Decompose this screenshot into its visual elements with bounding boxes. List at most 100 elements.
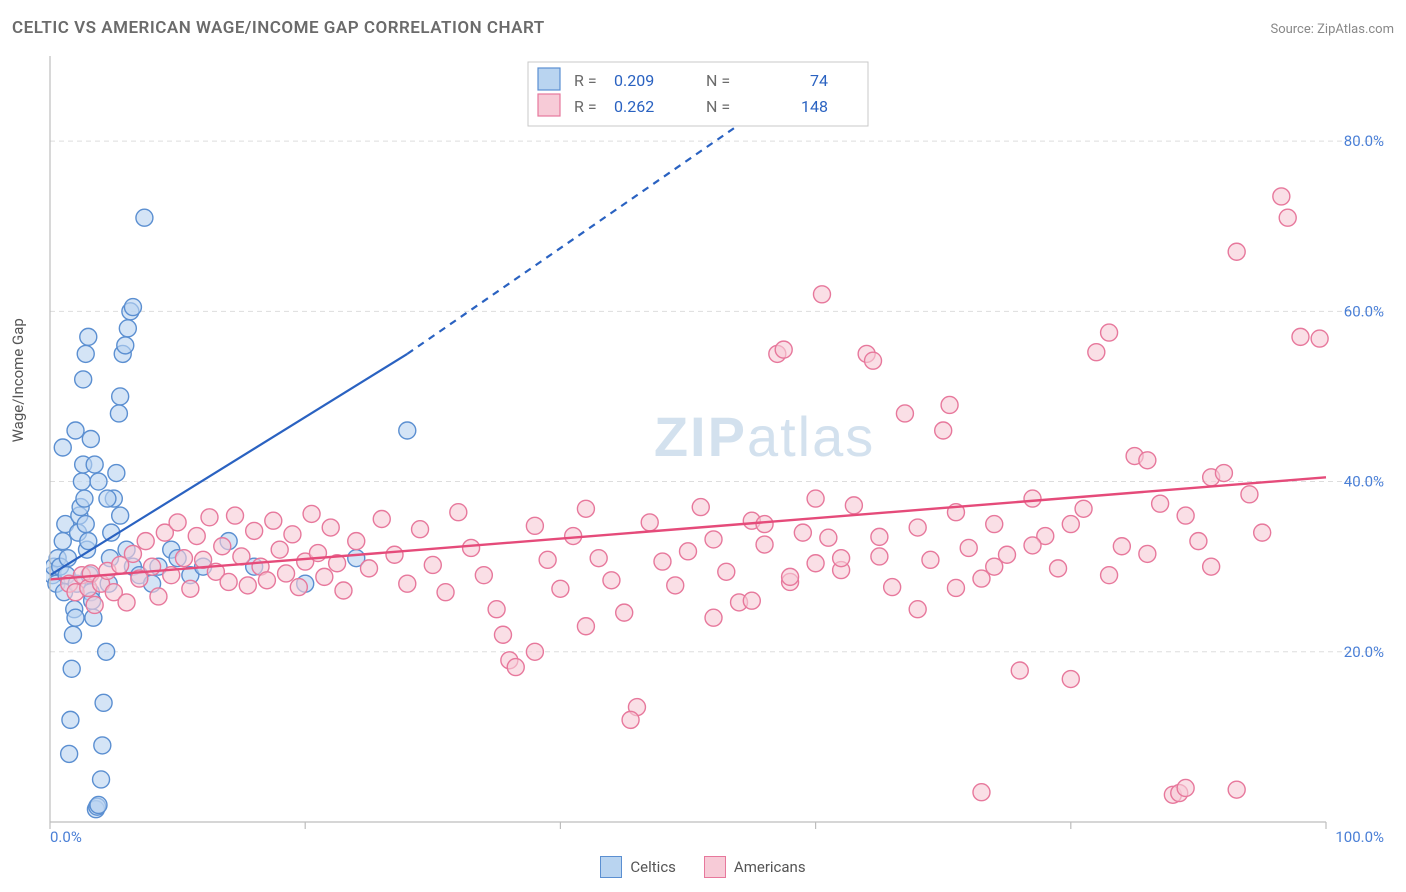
data-point <box>90 796 107 813</box>
data-point <box>1177 507 1194 524</box>
data-point <box>986 558 1003 575</box>
data-point <box>1292 328 1309 345</box>
regression-line-extrapolated <box>407 107 764 354</box>
corr-swatch <box>538 68 560 90</box>
data-point <box>986 516 1003 533</box>
data-point <box>412 521 429 538</box>
data-point <box>227 507 244 524</box>
legend-label: Celtics <box>630 858 676 876</box>
corr-r-value: 0.209 <box>614 71 654 90</box>
data-point <box>705 609 722 626</box>
data-point <box>136 209 153 226</box>
data-point <box>303 505 320 522</box>
data-point <box>494 626 511 643</box>
data-point <box>188 528 205 545</box>
data-point <box>807 490 824 507</box>
data-point <box>182 580 199 597</box>
data-point <box>577 618 594 635</box>
data-point <box>1101 567 1118 584</box>
data-point <box>86 596 103 613</box>
data-point <box>743 592 760 609</box>
corr-r-label: R = <box>574 71 597 90</box>
data-point <box>246 522 263 539</box>
data-point <box>54 439 71 456</box>
data-point <box>62 711 79 728</box>
data-point <box>507 659 524 676</box>
data-point <box>220 573 237 590</box>
data-point <box>654 553 671 570</box>
data-point <box>692 499 709 516</box>
data-point <box>705 531 722 548</box>
data-point <box>909 601 926 618</box>
data-point <box>1062 516 1079 533</box>
data-point <box>86 456 103 473</box>
data-point <box>488 601 505 618</box>
data-point <box>1273 188 1290 205</box>
data-point <box>922 551 939 568</box>
data-point <box>1190 533 1207 550</box>
data-point <box>63 660 80 677</box>
data-point <box>290 579 307 596</box>
data-point <box>1139 545 1156 562</box>
data-point <box>865 352 882 369</box>
data-point <box>77 345 94 362</box>
y-tick-label: 80.0% <box>1344 132 1384 150</box>
data-point <box>775 341 792 358</box>
data-point <box>90 473 107 490</box>
chart-title: CELTIC VS AMERICAN WAGE/INCOME GAP CORRE… <box>12 18 545 38</box>
data-point <box>1228 781 1245 798</box>
data-point <box>552 580 569 597</box>
corr-n-value: 74 <box>810 71 828 90</box>
data-point <box>77 516 94 533</box>
data-point <box>1088 344 1105 361</box>
data-point <box>1241 486 1258 503</box>
data-point <box>807 555 824 572</box>
data-point <box>622 711 639 728</box>
data-point <box>1075 500 1092 517</box>
data-point <box>437 584 454 601</box>
data-point <box>756 536 773 553</box>
data-point <box>64 626 81 643</box>
data-point <box>718 563 735 580</box>
data-point <box>1203 558 1220 575</box>
data-point <box>112 388 129 405</box>
regression-line <box>50 477 1326 579</box>
corr-swatch <box>538 94 560 116</box>
data-point <box>1279 209 1296 226</box>
y-tick-label: 60.0% <box>1344 302 1384 320</box>
data-point <box>1311 330 1328 347</box>
corr-n-label: N = <box>706 71 730 90</box>
legend: Celtics Americans <box>0 856 1406 878</box>
data-point <box>424 556 441 573</box>
x-tick-label: 100.0% <box>1335 828 1384 842</box>
data-point <box>399 422 416 439</box>
data-point <box>616 604 633 621</box>
data-point <box>124 299 141 316</box>
legend-item-celtics: Celtics <box>600 856 676 878</box>
data-point <box>99 490 116 507</box>
y-tick-label: 40.0% <box>1344 473 1384 491</box>
header-row: CELTIC VS AMERICAN WAGE/INCOME GAP CORRE… <box>12 18 1394 38</box>
data-point <box>117 337 134 354</box>
data-point <box>258 572 275 589</box>
data-point <box>590 550 607 567</box>
data-point <box>82 431 99 448</box>
data-point <box>201 509 218 526</box>
corr-r-value: 0.262 <box>614 97 654 116</box>
data-point <box>1254 524 1271 541</box>
data-point <box>1011 662 1028 679</box>
data-point <box>335 582 352 599</box>
data-point <box>526 517 543 534</box>
data-point <box>348 533 365 550</box>
data-point <box>61 745 78 762</box>
data-point <box>54 533 71 550</box>
data-point <box>941 396 958 413</box>
data-point <box>463 539 480 556</box>
data-point <box>603 572 620 589</box>
data-point <box>450 504 467 521</box>
data-point <box>871 548 888 565</box>
data-point <box>680 543 697 560</box>
y-axis-label: Wage/Income Gap <box>9 318 27 442</box>
data-point <box>1215 465 1232 482</box>
watermark: ZIPatlas <box>654 405 875 468</box>
